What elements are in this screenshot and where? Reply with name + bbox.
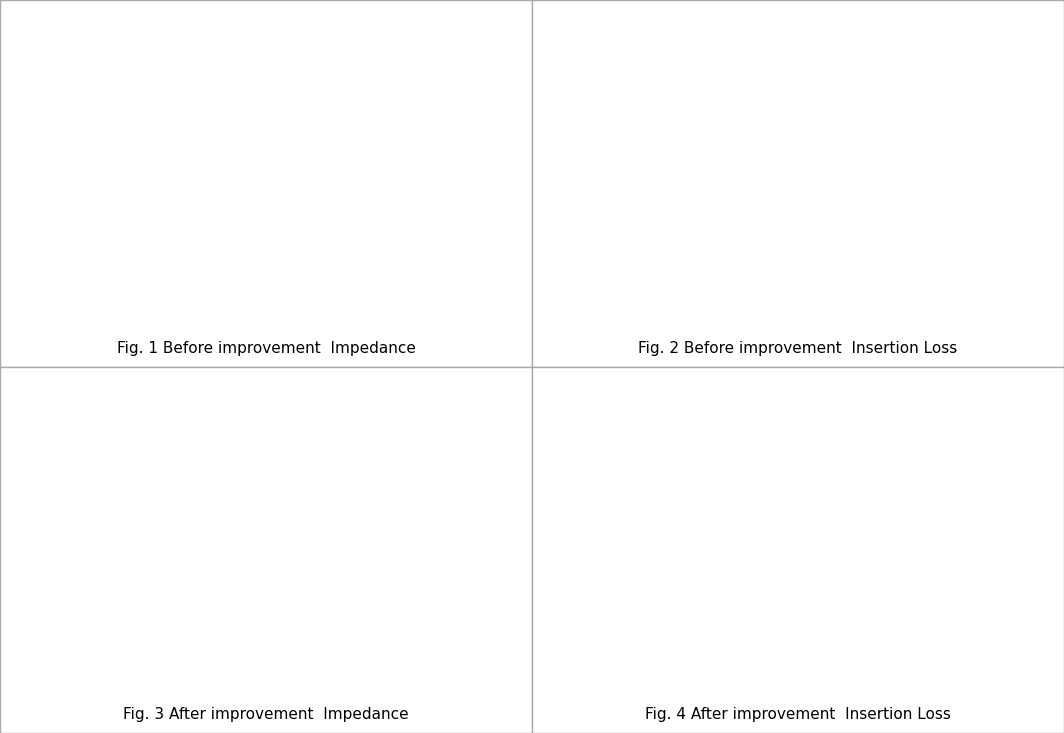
Text: GHz: GHz — [1047, 334, 1064, 344]
Insertion Loss — [1028, 572, 1041, 581]
Text: Fig. 3 After improvement  Impedance: Fig. 3 After improvement Impedance — [123, 707, 409, 722]
Text: PASS: PASS — [890, 464, 999, 502]
Text: Tdd11 Impedance 5.000Ω/ Ref 65.00Ω [F4 D&M Zr]: Tdd11 Impedance 5.000Ω/ Ref 65.00Ω [F4 D… — [53, 392, 257, 401]
Insertion Loss — [1030, 581, 1043, 589]
Insertion Loss — [751, 446, 764, 455]
Insertion Loss — [654, 435, 667, 444]
Text: 相差 13.29Ω: 相差 13.29Ω — [264, 547, 330, 560]
Insertion Loss — [771, 442, 784, 451]
Insertion Loss — [580, 414, 593, 423]
Insertion Loss — [978, 189, 991, 198]
Insertion Loss — [1028, 254, 1041, 263]
Text: FAIL: FAIL — [913, 97, 1004, 136]
Insertion Loss — [627, 425, 639, 434]
Text: 1    776.000 ps     95.44 Ω
     Dist.(Reft)    116.32 mm
> 2    706.000 ps   74: 1 776.000 ps 95.44 Ω Dist.(Reft) 116.32 … — [301, 59, 435, 99]
Insertion Loss — [573, 56, 586, 65]
Insertion Loss — [751, 80, 764, 89]
Insertion Loss — [654, 68, 667, 77]
Text: Fig. 1 Before improvement  Impedance: Fig. 1 Before improvement Impedance — [117, 341, 415, 356]
Bar — [53, 18, 65, 35]
Bar — [53, 386, 65, 402]
Text: 1  Start -200 ps                 RBW 70 kHz                              Stop 1.: 1 Start -200 ps RBW 70 kHz Stop 1. — [53, 706, 314, 715]
Text: [Trace Max On]: [Trace Max On] — [297, 27, 360, 37]
Legend: Limit Line, Insertion Loss: Limit Line, Insertion Loss — [928, 42, 1037, 75]
Line: Insertion Loss: Insertion Loss — [580, 49, 1043, 264]
Text: Fig. 4 After improvement  Insertion Loss: Fig. 4 After improvement Insertion Loss — [645, 707, 951, 722]
Insertion Loss — [771, 81, 784, 90]
Text: GHz: GHz — [1047, 701, 1064, 710]
Insertion Loss — [573, 421, 586, 430]
Insertion Loss — [978, 526, 991, 535]
Insertion Loss — [627, 63, 639, 72]
Text: 相差 21.41Ω: 相差 21.41Ω — [180, 178, 253, 191]
Text: >1    753.13 ps (112.89 mm)    94.757 Ω
  2    625.00 ps (93.685 mm)    81.471 Ω: >1 753.13 ps (112.89 mm) 94.757 Ω 2 625.… — [57, 413, 243, 432]
Text: MAX 94.757Ω: MAX 94.757Ω — [264, 516, 353, 529]
Insertion Loss — [1031, 259, 1044, 268]
Legend: Limit Line, Insertion Loss: Limit Line, Insertion Loss — [928, 408, 1037, 442]
Insertion Loss — [582, 45, 595, 54]
Insertion Loss — [1036, 579, 1049, 588]
Text: MIN 74.03Ω: MIN 74.03Ω — [285, 234, 363, 247]
Insertion Loss — [1036, 253, 1049, 262]
Text: Fig. 2 Before improvement  Insertion Loss: Fig. 2 Before improvement Insertion Loss — [638, 341, 958, 356]
Text: MAX 95.44Ω: MAX 95.44Ω — [285, 128, 367, 141]
Line: Insertion Loss: Insertion Loss — [580, 419, 1043, 585]
Text: Tdd11 & Mem Impedance 5.000Ω/ 60.0Ω: Tdd11 & Mem Impedance 5.000Ω/ 60.0Ω — [53, 27, 225, 37]
Text: MIN 81.471Ω: MIN 81.471Ω — [264, 583, 350, 596]
